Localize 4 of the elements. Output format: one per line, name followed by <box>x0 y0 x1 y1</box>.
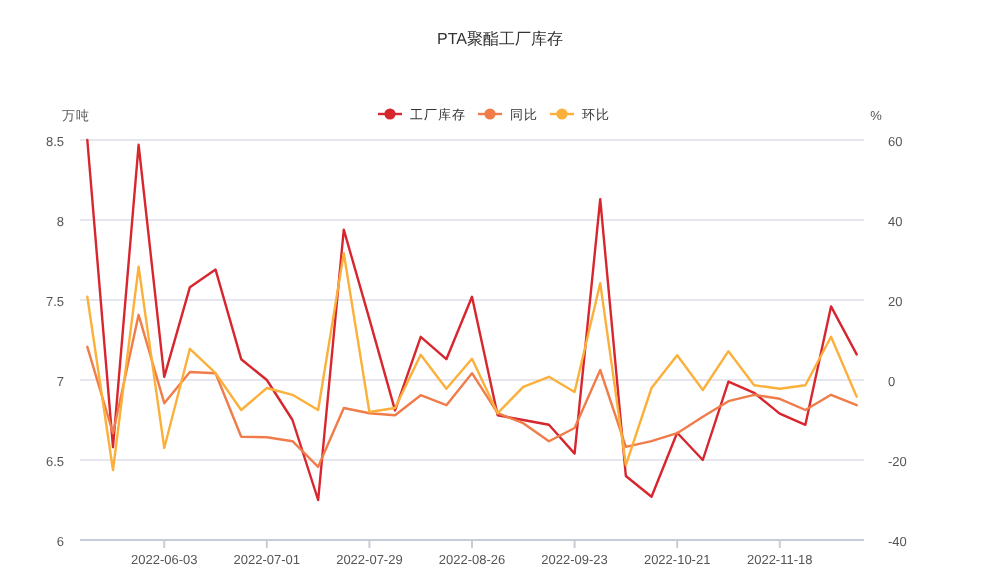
chart-title: PTA聚酯工厂库存 <box>437 30 563 48</box>
line-series <box>86 313 858 468</box>
line-series <box>86 252 858 472</box>
line-series <box>86 138 858 502</box>
